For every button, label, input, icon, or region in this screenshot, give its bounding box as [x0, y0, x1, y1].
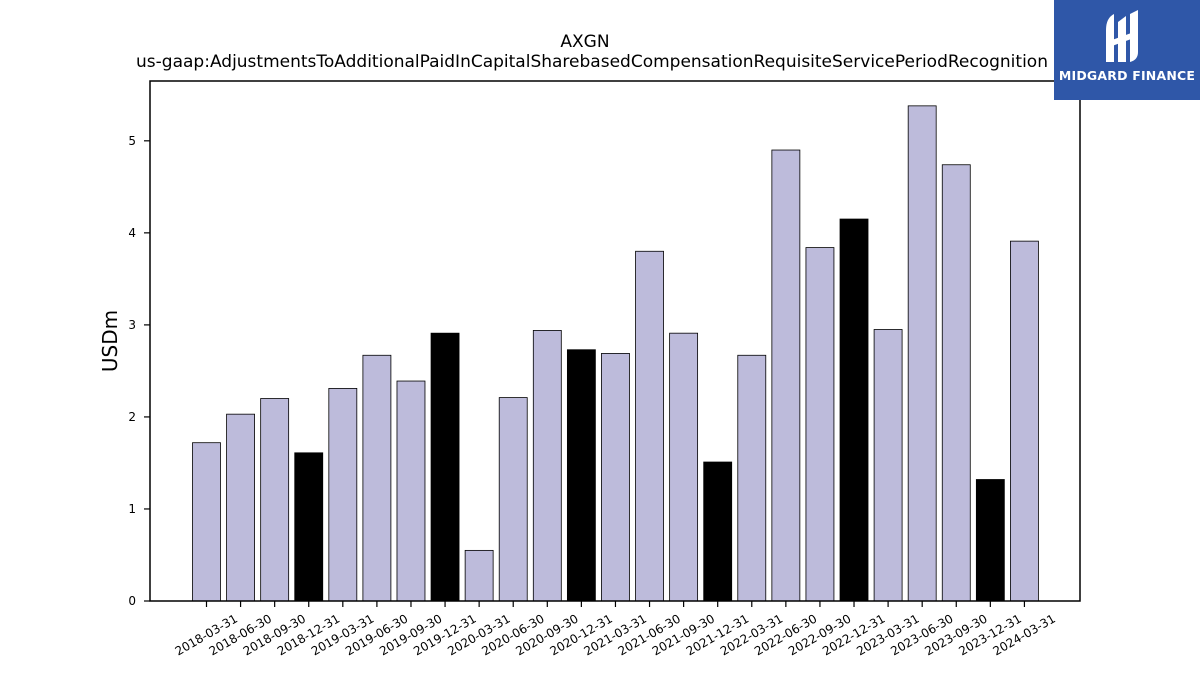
chart-title: AXGN: [560, 32, 610, 52]
bar-2023-03-31: [873, 329, 903, 602]
bars-group: [192, 105, 1039, 602]
bar-2018-09-30: [260, 398, 290, 602]
bar-2023-12-31: [975, 479, 1005, 602]
y-tick-label: 0: [128, 594, 136, 608]
y-tick-label: 2: [128, 410, 136, 424]
bar-2019-06-30: [362, 354, 392, 602]
logo-text: MIDGARD FINANCE: [1058, 68, 1196, 83]
bar-2019-03-31: [328, 387, 358, 602]
y-tick-label: 1: [128, 502, 136, 516]
bar-2022-03-31: [737, 354, 767, 602]
bar-2020-12-31: [566, 349, 596, 602]
y-axis: 0 1 2 3 4 5: [128, 134, 150, 608]
bar-2018-06-30: [226, 413, 255, 602]
bar-2022-06-30: [771, 149, 801, 602]
brand-logo: MIDGARD FINANCE: [1054, 0, 1200, 100]
y-tick-label: 4: [128, 226, 136, 240]
bar-2020-06-30: [498, 397, 528, 602]
bar-2019-12-31: [430, 332, 460, 602]
bar-2019-09-30: [396, 380, 426, 602]
bar-2021-06-30: [635, 250, 664, 602]
bar-2023-09-30: [941, 164, 971, 602]
bar-2018-03-31: [192, 442, 221, 602]
bar-2021-12-31: [703, 461, 733, 602]
midgard-logo-icon: [1106, 10, 1138, 62]
bar-2021-09-30: [669, 332, 699, 602]
bar-2024-03-31: [1010, 240, 1039, 602]
chart-subtitle: us-gaap:AdjustmentsToAdditionalPaidInCap…: [136, 52, 1048, 72]
y-tick-label: 3: [128, 318, 136, 332]
bar-2022-09-30: [805, 247, 835, 602]
y-tick-label: 5: [128, 134, 136, 148]
bar-2023-06-30: [907, 105, 937, 602]
bar-2020-03-31: [464, 549, 494, 602]
bar-2021-03-31: [601, 353, 630, 602]
bar-2020-09-30: [532, 330, 562, 602]
bar-2018-12-31: [294, 452, 324, 602]
y-axis-label: USDm: [98, 310, 122, 372]
bar-2022-12-31: [839, 218, 869, 602]
x-axis: 2018-03-312018-06-302018-09-302018-12-31…: [173, 601, 1058, 658]
